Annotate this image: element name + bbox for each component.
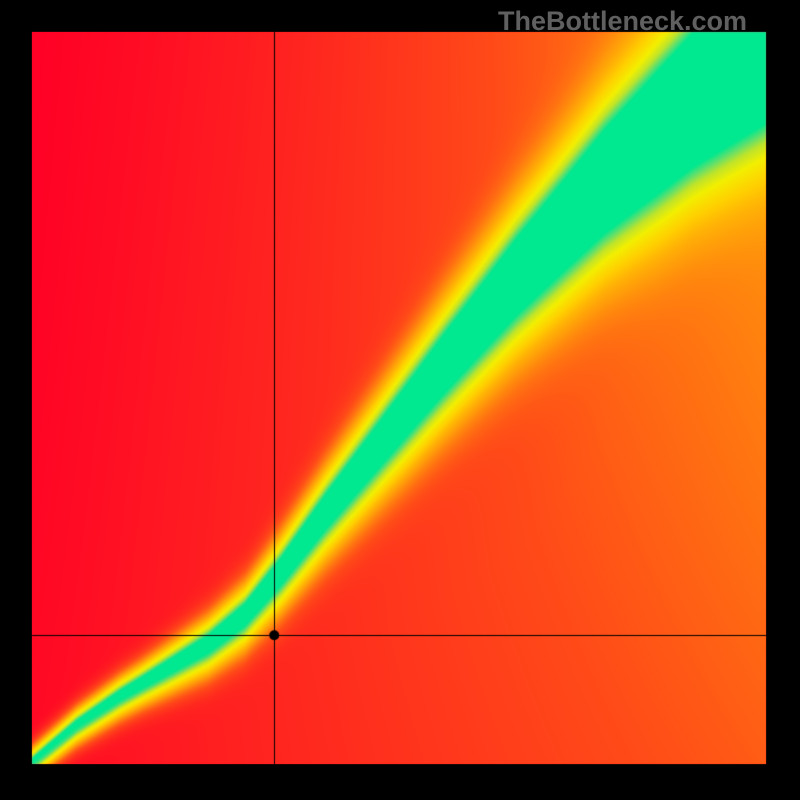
- heatmap-canvas: [0, 0, 800, 800]
- watermark-text: TheBottleneck.com: [498, 6, 747, 37]
- figure-container: TheBottleneck.com: [0, 0, 800, 800]
